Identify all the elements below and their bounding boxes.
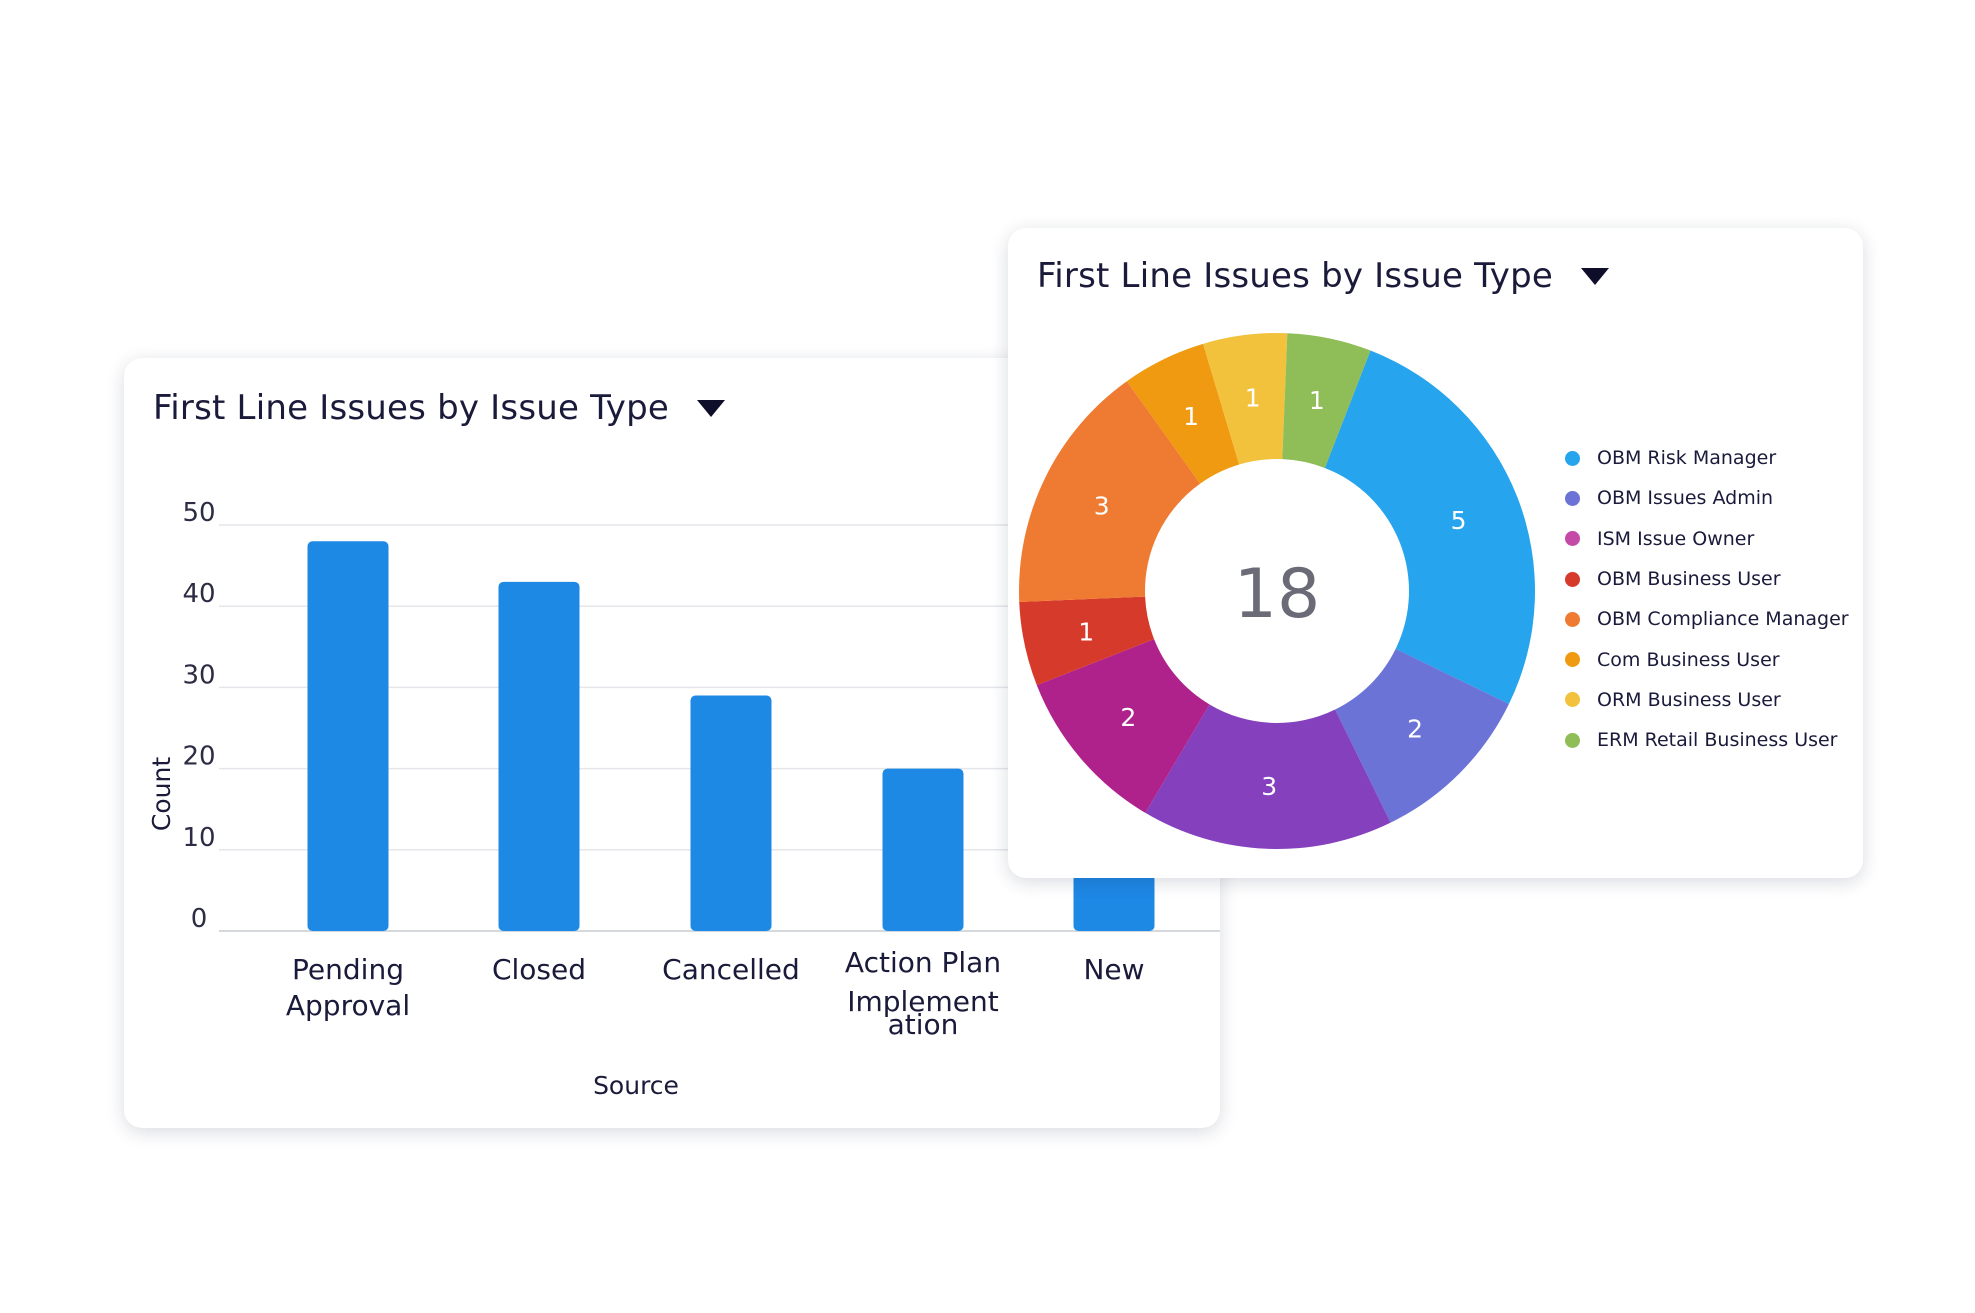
donut-slice xyxy=(1324,350,1535,705)
legend-item[interactable]: OBM Issues Admin xyxy=(1565,478,1849,518)
legend-color-dot xyxy=(1565,732,1580,748)
bar xyxy=(307,541,389,931)
legend-label: OBM Issues Admin xyxy=(1597,487,1774,510)
y-tick-label: 50 xyxy=(182,498,215,528)
slice-value-label: 1 xyxy=(1245,384,1261,413)
legend-label: ORM Business User xyxy=(1597,688,1781,711)
donut-chart-card: First Line Issues by Issue Type 5 2 3 2 1 3 1 1… xyxy=(1008,228,1863,878)
legend-label: ERM Retail Business User xyxy=(1597,729,1838,752)
legend-color-dot xyxy=(1565,490,1580,506)
legend-color-dot xyxy=(1565,571,1580,587)
slice-value-label: 1 xyxy=(1309,386,1325,415)
legend-label: OBM Business User xyxy=(1597,568,1781,591)
donut-slice xyxy=(1019,381,1201,602)
legend-color-dot xyxy=(1565,692,1580,708)
x-tick-label: Action Plan xyxy=(845,946,1001,979)
x-tick-label: Cancelled xyxy=(662,953,800,986)
legend-item[interactable]: OBM Risk Manager xyxy=(1565,438,1849,478)
legend-label: OBM Risk Manager xyxy=(1597,447,1777,470)
donut-slice xyxy=(1036,639,1210,813)
y-tick-label: 10 xyxy=(182,823,215,853)
x-tick-label: Pending xyxy=(292,953,404,986)
legend-label: Com Business User xyxy=(1597,648,1780,671)
donut-legend: OBM Risk Manager OBM Issues Admin ISM Issu… xyxy=(1565,438,1849,760)
donut-slice xyxy=(1019,596,1155,686)
triangle-down-icon xyxy=(697,400,726,417)
slice-value-label: 3 xyxy=(1094,492,1110,521)
legend-label: ISM Issue Owner xyxy=(1597,527,1755,550)
slice-value-label: 1 xyxy=(1078,617,1094,646)
triangle-down-icon xyxy=(1581,268,1610,285)
y-axis-title: Count xyxy=(147,757,176,831)
legend-item[interactable]: OBM Business User xyxy=(1565,559,1849,599)
legend-item[interactable]: OBM Compliance Manager xyxy=(1565,599,1849,639)
x-tick-label: Implement xyxy=(847,985,999,1018)
slice-value-label: 2 xyxy=(1407,715,1423,744)
y-tick-label: 20 xyxy=(182,742,215,772)
legend-item[interactable]: ERM Retail Business User xyxy=(1565,720,1849,760)
x-tick-label: ation xyxy=(888,1008,959,1041)
legend-color-dot xyxy=(1565,450,1580,466)
bar xyxy=(882,768,964,931)
slice-value-label: 3 xyxy=(1261,772,1277,801)
legend-label: OBM Compliance Manager xyxy=(1597,608,1849,631)
donut-center-total: 18 xyxy=(1234,555,1321,634)
bar-chart-title: First Line Issues by Issue Type xyxy=(153,388,670,428)
slice-value-label: 2 xyxy=(1120,703,1136,732)
y-tick-label: 30 xyxy=(182,660,215,690)
donut-chart-plot: 5 2 3 2 1 3 1 1 1 18 xyxy=(1019,333,1535,849)
donut-slice xyxy=(1126,343,1240,484)
donut-slice xyxy=(1203,333,1288,465)
x-axis-title: Source xyxy=(593,1071,679,1100)
legend-item[interactable]: Com Business User xyxy=(1565,639,1849,679)
x-tick-label: New xyxy=(1083,953,1144,986)
legend-color-dot xyxy=(1565,652,1580,668)
x-tick-label: Closed xyxy=(492,953,586,986)
y-tick-label: 40 xyxy=(182,579,215,609)
donut-slice xyxy=(1335,648,1509,823)
legend-color-dot xyxy=(1565,611,1580,627)
chart-options-dropdown[interactable] xyxy=(1579,264,1613,288)
bar-chart-header: First Line Issues by Issue Type xyxy=(153,388,729,428)
x-tick-label: Approval xyxy=(286,989,410,1022)
chart-options-dropdown[interactable] xyxy=(695,396,729,420)
slice-value-label: 1 xyxy=(1183,402,1199,431)
donut-chart-header: First Line Issues by Issue Type xyxy=(1037,256,1613,296)
slice-value-label: 5 xyxy=(1451,506,1467,535)
donut-chart-title: First Line Issues by Issue Type xyxy=(1037,256,1554,296)
bar xyxy=(498,581,580,931)
donut-slice xyxy=(1282,333,1371,468)
legend-item[interactable]: ORM Business User xyxy=(1565,680,1849,720)
bar xyxy=(1073,874,1155,931)
bar xyxy=(690,695,772,931)
y-tick-label: 0 xyxy=(191,904,208,934)
legend-color-dot xyxy=(1565,531,1580,547)
donut-slice xyxy=(1145,704,1391,849)
legend-item[interactable]: ISM Issue Owner xyxy=(1565,519,1849,559)
